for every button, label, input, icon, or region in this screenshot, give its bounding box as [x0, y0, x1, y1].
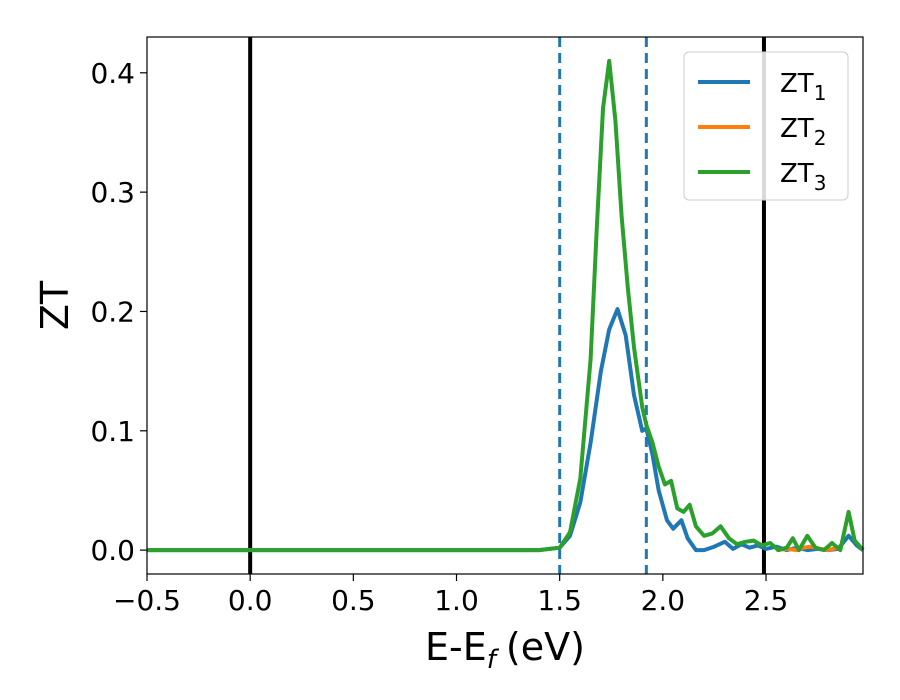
series-line-1: [147, 307, 865, 553]
x-axis-label-main: E-E: [425, 625, 487, 669]
legend-label-1: ZT1: [780, 69, 826, 105]
x-axis-label: E-Ef (eV): [425, 625, 585, 675]
plot-frame: [146, 36, 864, 575]
x-tick-label: 1.5: [537, 584, 582, 617]
y-tick-label: 0.0: [90, 534, 135, 567]
y-tick-label: 0.3: [90, 176, 135, 209]
legend-label-3: ZT3: [780, 159, 826, 195]
x-axis-label-unit: (eV): [506, 625, 585, 669]
legend: ZT1 ZT2 ZT3: [683, 51, 849, 201]
x-tick-label: 0.0: [228, 584, 273, 617]
legend-box: [683, 51, 849, 201]
y-tick-label: 0.4: [90, 57, 135, 90]
y-axis-label: ZT: [33, 280, 77, 330]
y-tick-label: 0.1: [90, 415, 135, 448]
x-tick-label: −0.5: [113, 584, 181, 617]
legend-label-2: ZT2: [780, 114, 826, 150]
y-tick-label: 0.2: [90, 295, 135, 328]
series-line-3: [147, 58, 865, 553]
x-tick-label: 1.0: [434, 584, 479, 617]
x-tick-label: 2.5: [744, 584, 789, 617]
x-tick-label: 2.0: [641, 584, 686, 617]
x-axis-label-subscript: f: [487, 645, 500, 675]
x-tick-label: 0.5: [331, 584, 376, 617]
